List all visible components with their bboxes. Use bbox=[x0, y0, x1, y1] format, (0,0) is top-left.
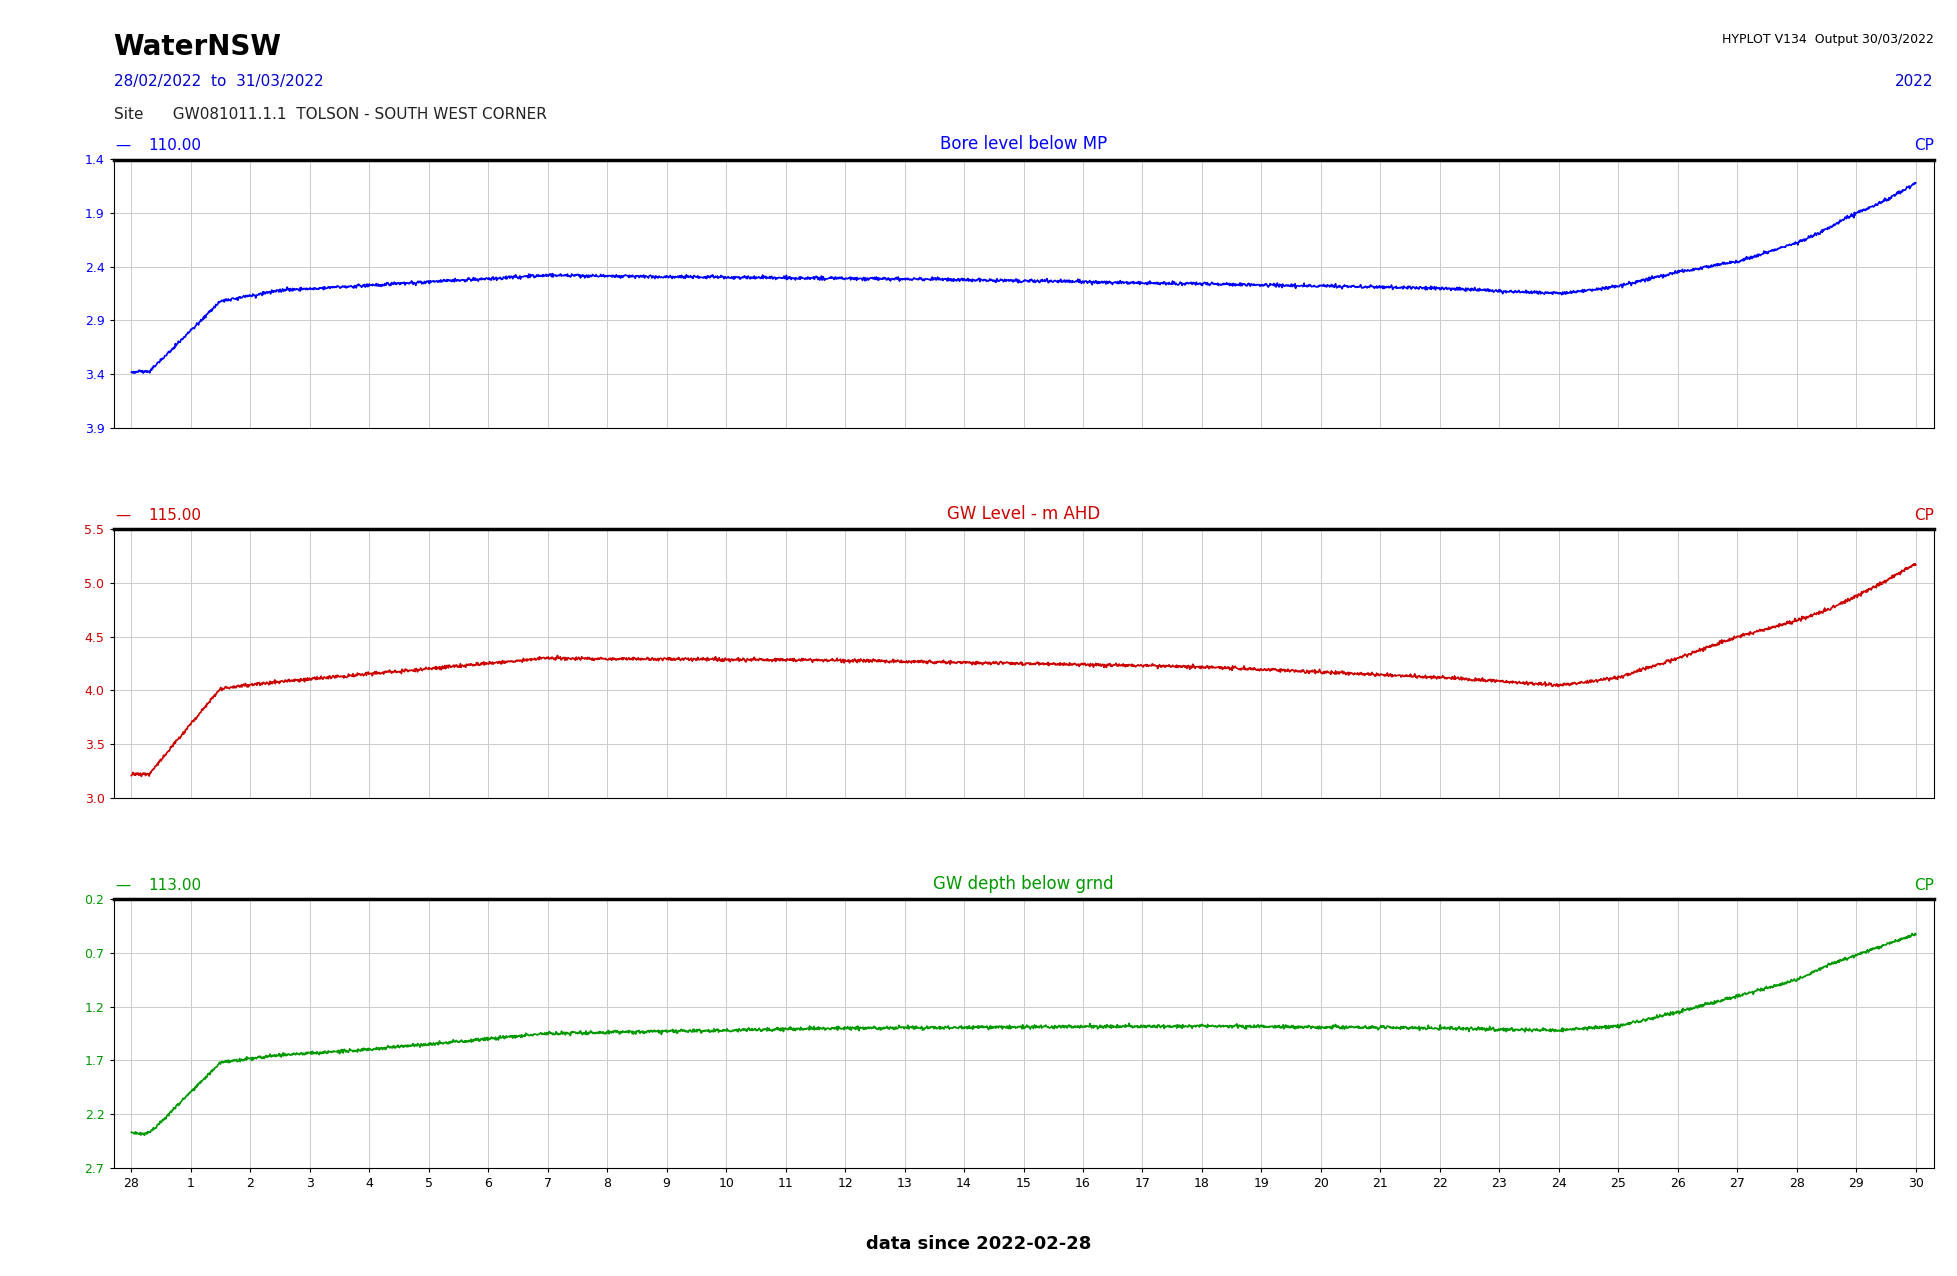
Text: —: — bbox=[115, 138, 131, 153]
Text: 113.00: 113.00 bbox=[149, 878, 202, 893]
Text: 28/02/2022  to  31/03/2022: 28/02/2022 to 31/03/2022 bbox=[114, 74, 323, 89]
Text: Bore level below MP: Bore level below MP bbox=[939, 135, 1108, 153]
Text: data since 2022-02-28: data since 2022-02-28 bbox=[865, 1235, 1092, 1253]
Text: Site      GW081011.1.1  TOLSON - SOUTH WEST CORNER: Site GW081011.1.1 TOLSON - SOUTH WEST CO… bbox=[114, 107, 546, 122]
Text: CP: CP bbox=[1914, 878, 1934, 893]
Text: 2022: 2022 bbox=[1894, 74, 1934, 89]
Text: WaterNSW: WaterNSW bbox=[114, 33, 282, 61]
Text: HYPLOT V134  Output 30/03/2022: HYPLOT V134 Output 30/03/2022 bbox=[1722, 33, 1934, 46]
Text: —: — bbox=[115, 508, 131, 523]
Text: CP: CP bbox=[1914, 138, 1934, 153]
Text: 110.00: 110.00 bbox=[149, 138, 202, 153]
Text: GW Level - m AHD: GW Level - m AHD bbox=[947, 505, 1100, 523]
Text: 115.00: 115.00 bbox=[149, 508, 202, 523]
Text: GW depth below grnd: GW depth below grnd bbox=[933, 875, 1114, 893]
Text: CP: CP bbox=[1914, 508, 1934, 523]
Text: —: — bbox=[115, 878, 131, 893]
